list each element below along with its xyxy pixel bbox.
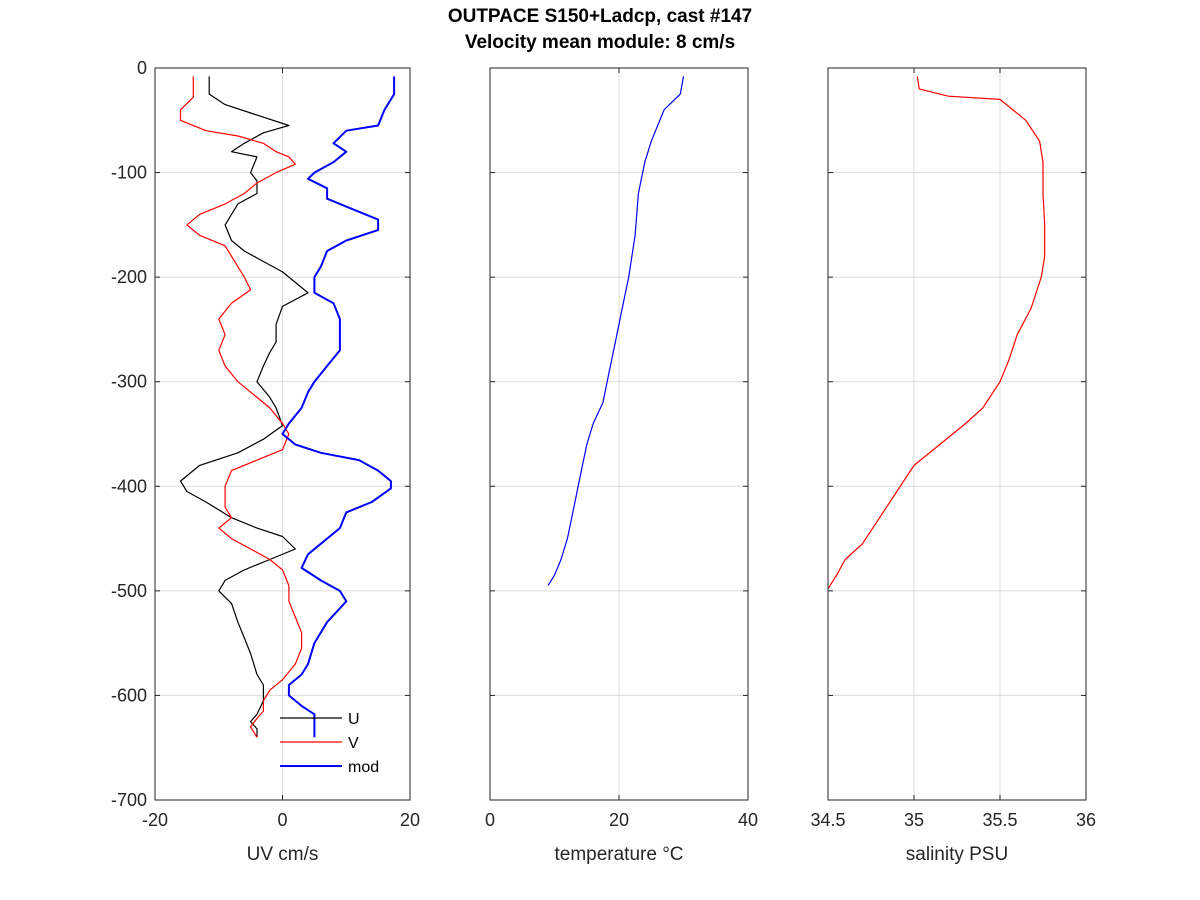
chart-title-line2: Velocity mean module: 8 cm/s — [464, 32, 736, 53]
plot-area — [827, 67, 1087, 801]
series-line-mod — [281, 76, 396, 738]
legend-label-v: V — [348, 735, 359, 752]
x-tick-label: 36 — [1076, 810, 1096, 830]
chart-title-line1: OUTPACE S150+Ladcp, cast #147 — [447, 6, 753, 27]
series-line-profile — [547, 76, 685, 586]
x-tick-label: 0 — [485, 810, 495, 830]
x-tick-label: 40 — [738, 810, 758, 830]
y-tick-label: -500 — [111, 581, 147, 601]
y-tick-label: -700 — [111, 790, 147, 810]
y-tick-label: 0 — [137, 58, 147, 78]
x-axis-label: salinity PSU — [906, 844, 1008, 865]
x-axis-label: UV cm/s — [247, 844, 319, 865]
y-tick-label: -400 — [111, 476, 147, 496]
legend-label-u: U — [348, 711, 360, 728]
x-tick-label: 0 — [277, 810, 287, 830]
legend-label-mod: mod — [348, 759, 379, 776]
x-tick-label: -20 — [142, 810, 168, 830]
y-tick-label: -300 — [111, 372, 147, 392]
series-line-u — [179, 76, 309, 738]
x-tick-label: 20 — [609, 810, 629, 830]
y-tick-label: -200 — [111, 267, 147, 287]
series-line-v — [179, 76, 303, 738]
y-tick-label: -100 — [111, 163, 147, 183]
chart-panel-3: 34.5 35 35.5 36 salinity PSU — [810, 67, 1096, 865]
series-line-profile — [827, 76, 1046, 590]
y-tick-label: -600 — [111, 685, 147, 705]
x-tick-label: 35.5 — [982, 810, 1017, 830]
x-tick-label: 34.5 — [810, 810, 845, 830]
chart-panel-2: 0 20 40 temperature °C — [485, 67, 758, 865]
x-tick-label: 35 — [904, 810, 924, 830]
x-tick-label: 20 — [400, 810, 420, 830]
x-axis-label: temperature °C — [554, 844, 683, 865]
